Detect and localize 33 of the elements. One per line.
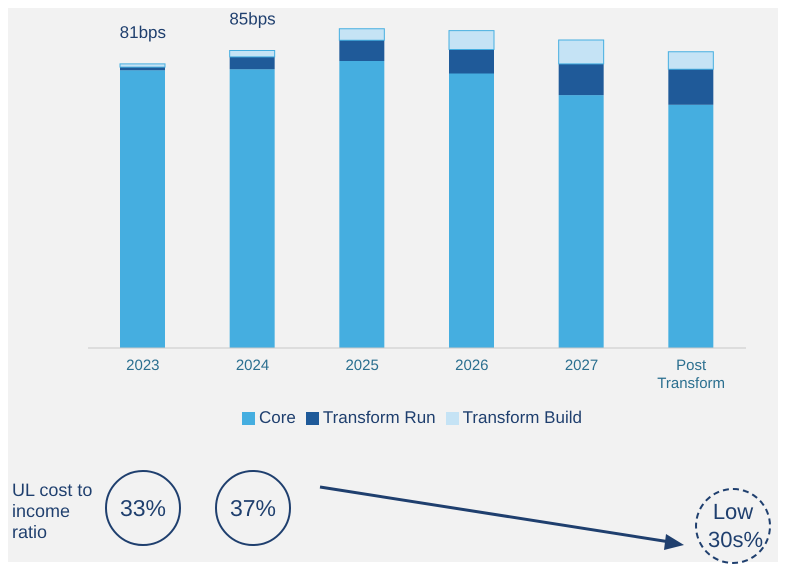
bar [120,70,165,348]
legend-label: Transform Build [462,408,582,427]
text: 85bps [229,10,276,29]
legend-label: Core [259,408,296,427]
x-tick-label: 2027 [564,357,598,374]
legend-label: Transform Run [322,408,436,427]
bar [558,95,604,348]
bar [558,64,604,96]
bar [230,56,275,70]
bar [449,50,494,74]
bar [230,69,275,348]
bar [448,30,494,50]
text: 37% [228,494,278,522]
x-tick-label: 2026 [455,357,489,374]
annotation: 81bps [120,22,166,42]
bar [120,63,166,68]
x-tick-label: 2025 [345,357,379,374]
x-tick-label: 2024 [236,357,270,374]
bar [668,51,714,70]
bar [120,67,165,70]
text: 33% [118,494,168,522]
bar [558,39,604,64]
bar [668,69,714,105]
bar [668,104,714,348]
x-tick-label: 2023 [126,357,160,374]
bar [338,28,385,41]
bar [449,73,494,348]
bar [339,40,384,62]
bar [339,61,384,348]
text: UL cost to income ratio [12,480,94,543]
x-tick-label: Post Transform [657,357,726,392]
bar [229,50,276,58]
text: Low 30s% [708,498,764,554]
